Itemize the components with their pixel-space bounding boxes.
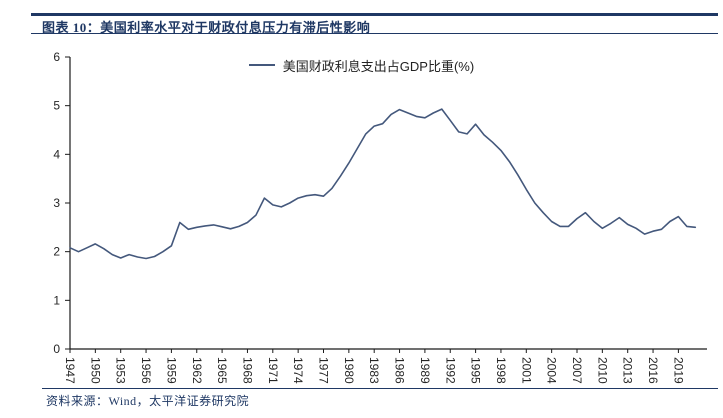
y-tick-label: 6 xyxy=(53,50,60,64)
x-tick-label: 1989 xyxy=(418,357,432,384)
series-line xyxy=(69,108,697,260)
x-tick-label: 1974 xyxy=(291,357,305,384)
footer-rule xyxy=(42,388,718,389)
y-tick-label: 5 xyxy=(53,99,60,113)
y-tick-label: 0 xyxy=(53,342,60,356)
x-tick-label: 2013 xyxy=(621,357,635,384)
x-tick-label: 1953 xyxy=(114,357,128,384)
figure-title: 图表 10：美国利率水平对于财政付息压力有滞后性影响 xyxy=(42,20,371,35)
chart-legend: 美国财政利息支出占GDP比重(%) xyxy=(0,57,723,74)
x-tick-label: 1965 xyxy=(215,357,229,384)
x-tick-label: 1998 xyxy=(494,357,508,384)
x-tick-label: 1992 xyxy=(443,357,457,384)
x-tick-label: 1950 xyxy=(88,357,102,384)
x-tick-label: 2007 xyxy=(570,357,584,384)
x-tick-label: 2001 xyxy=(519,357,533,384)
x-tick-label: 1968 xyxy=(240,357,254,384)
y-tick-label: 4 xyxy=(53,147,60,161)
legend-series-label: 美国财政利息支出占GDP比重(%) xyxy=(282,58,475,74)
x-tick-label: 1995 xyxy=(469,357,483,384)
y-tick-label: 2 xyxy=(53,245,60,259)
y-tick-label: 1 xyxy=(53,293,60,307)
x-tick-label: 2010 xyxy=(595,357,609,384)
x-tick-label: 1977 xyxy=(317,357,331,384)
x-tick-label: 1959 xyxy=(164,357,178,384)
x-tick-label: 1947 xyxy=(63,357,77,384)
x-tick-label: 2019 xyxy=(671,357,685,384)
x-tick-label: 1986 xyxy=(393,357,407,384)
x-tick-label: 2004 xyxy=(545,357,559,384)
x-tick-label: 1971 xyxy=(266,357,280,384)
x-tick-label: 2016 xyxy=(646,357,660,384)
y-tick-label: 3 xyxy=(53,196,60,210)
x-tick-label: 1956 xyxy=(139,357,153,384)
x-tick-label: 1962 xyxy=(190,357,204,384)
x-tick-label: 1983 xyxy=(367,357,381,384)
title-underline xyxy=(31,33,718,34)
source-note: 资料来源：Wind，太平洋证券研究院 xyxy=(46,394,250,408)
legend-line-marker xyxy=(248,64,275,66)
x-tick-label: 1980 xyxy=(342,357,356,384)
top-rule xyxy=(31,13,718,16)
